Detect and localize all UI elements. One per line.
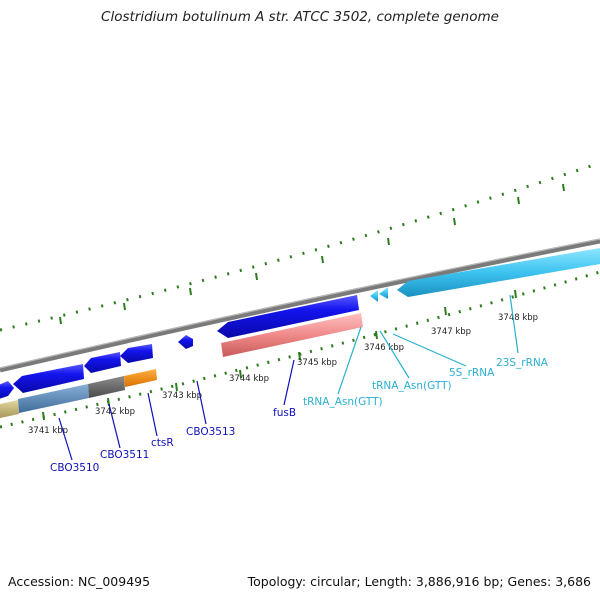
gene-label-ctsr[interactable]: ctsR	[151, 437, 174, 449]
outer-minor-ticks	[0, 161, 600, 332]
scale-labels: 3741 kbp 3742 kbp 3743 kbp 3744 kbp 3745…	[28, 313, 538, 436]
page-title: Clostridium botulinum A str. ATCC 3502, …	[101, 9, 499, 25]
scale-label: 3748 kbp	[498, 313, 538, 323]
scale-label: 3745 kbp	[297, 358, 337, 368]
cds-feature[interactable]	[120, 344, 153, 363]
inner-major-ticks	[42, 289, 517, 421]
rna-label-23s-rrna[interactable]: 23S_rRNA	[496, 357, 549, 369]
reverse-strand-features	[0, 313, 363, 418]
gene-label-cbo3510[interactable]: CBO3510	[50, 462, 99, 474]
genome-backbone	[0, 238, 600, 373]
scale-label: 3742 kbp	[95, 407, 135, 417]
rRNA-feature-5S[interactable]	[370, 290, 378, 302]
rna-label-trna-asn-1[interactable]: tRNA_Asn(GTT)	[303, 396, 383, 408]
genome-summary: Topology: circular; Length: 3,886,916 bp…	[247, 574, 591, 589]
cds-feature[interactable]	[178, 335, 193, 349]
gene-label-fusb[interactable]: fusB	[273, 407, 296, 419]
cds-feature[interactable]	[13, 364, 84, 393]
cds-feature[interactable]	[217, 295, 359, 338]
cds-feature[interactable]	[18, 384, 89, 413]
outer-tick-track	[0, 161, 600, 332]
scale-label: 3746 kbp	[364, 343, 404, 353]
cds-feature[interactable]	[0, 400, 19, 418]
inner-scale-track	[0, 270, 600, 429]
rna-label-5s-rrna[interactable]: 5S_rRNA	[449, 367, 495, 379]
cds-feature[interactable]	[88, 376, 125, 398]
rRNA-feature-pink[interactable]	[221, 313, 363, 357]
scale-label: 3741 kbp	[28, 426, 68, 436]
scale-label: 3744 kbp	[229, 374, 269, 384]
rRNA-feature-23S[interactable]	[397, 248, 600, 297]
gene-label-cbo3511[interactable]: CBO3511	[100, 449, 149, 461]
outer-major-ticks	[59, 183, 565, 325]
cds-feature[interactable]	[84, 352, 121, 373]
gene-labels: CBO3510 CBO3511 ctsR CBO3513 fusB	[50, 407, 296, 474]
scale-label: 3747 kbp	[431, 327, 471, 337]
rna-label-trna-asn-2[interactable]: tRNA_Asn(GTT)	[372, 380, 452, 392]
gene-leader-lines	[58, 294, 519, 461]
cds-feature[interactable]	[0, 381, 14, 400]
scale-label: 3743 kbp	[162, 391, 202, 401]
forward-strand-features	[0, 248, 600, 400]
rna-labels: tRNA_Asn(GTT) tRNA_Asn(GTT) 5S_rRNA 23S_…	[303, 357, 549, 408]
rRNA-feature-tRNA[interactable]	[379, 287, 388, 299]
cds-feature[interactable]	[124, 369, 157, 387]
gene-label-cbo3513[interactable]: CBO3513	[186, 426, 235, 438]
accession-label: Accession: NC_009495	[8, 574, 151, 589]
